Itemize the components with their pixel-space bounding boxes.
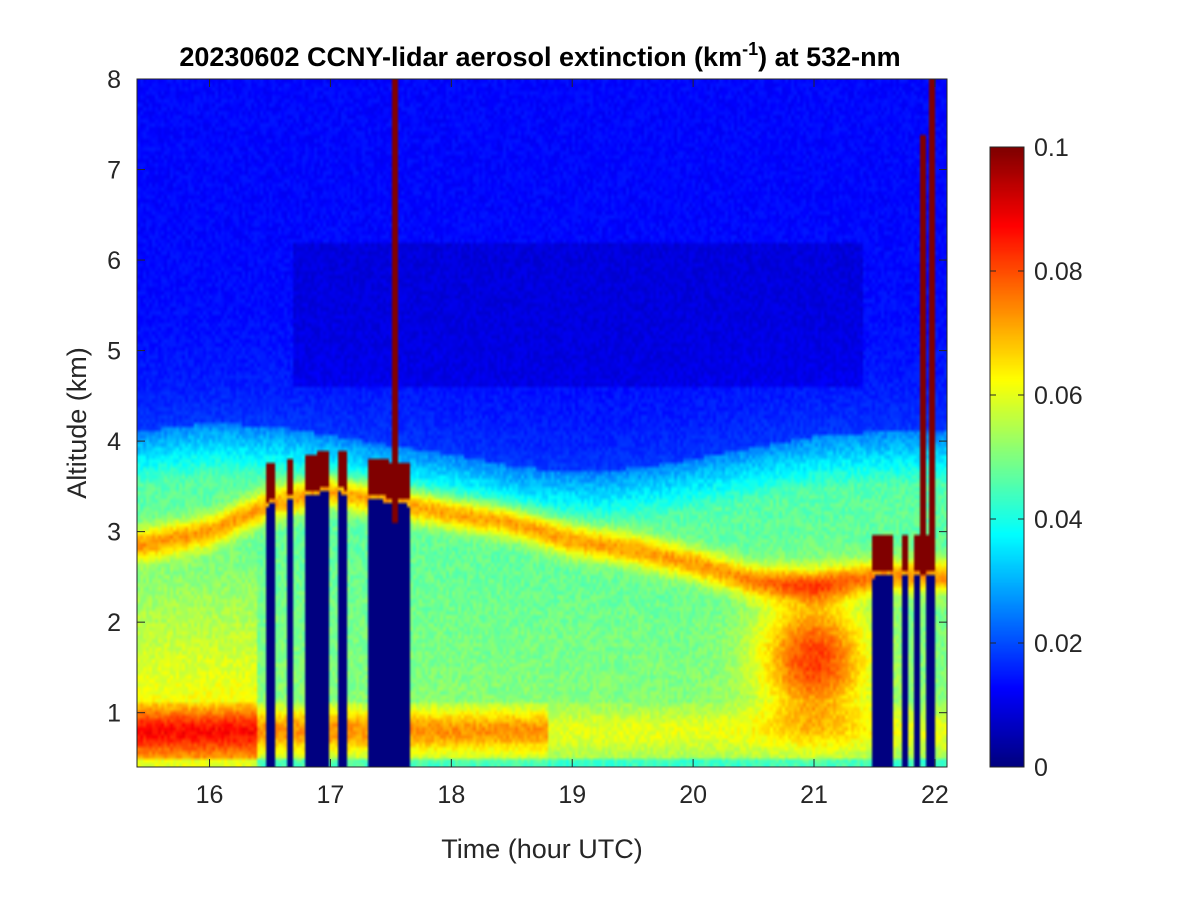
colorbar-tick-label: 0.1 [1034,134,1069,162]
y-tick-label: 1 [107,700,121,728]
x-tick-label: 21 [800,781,828,809]
colorbar-gradient [990,147,1024,767]
colorbar-tick-label: 0 [1034,754,1048,782]
y-tick-label: 5 [107,338,121,366]
chart-title: 20230602 CCNY-lidar aerosol extinction (… [179,39,900,72]
extinction-heatmap [137,79,947,767]
y-tick-label: 6 [107,247,121,275]
x-tick-label: 18 [437,781,465,809]
chart-title-main: 20230602 CCNY-lidar aerosol extinction (… [179,42,742,72]
plot-frame [136,78,948,768]
x-axis-label: Time (hour UTC) [441,834,643,864]
colorbar: 0 0.02 0.04 0.06 0.08 0.1 [989,134,1083,782]
x-tick-label: 16 [196,781,224,809]
y-tick-label: 7 [107,157,121,185]
heatmap-plot-area [136,78,948,768]
x-axis: 16 17 18 19 20 21 22 [196,79,949,809]
y-tick-label: 4 [107,428,121,456]
y-axis: 1 2 3 4 5 6 7 8 [107,66,947,728]
colorbar-ticks: 0 0.02 0.04 0.06 0.08 0.1 [990,134,1083,782]
chart-title-superscript: -1 [742,39,758,59]
y-tick-label: 2 [107,609,121,637]
chart-title-tail: ) at 532-nm [758,42,901,72]
colorbar-tick-label: 0.02 [1034,630,1083,658]
x-tick-label: 19 [558,781,586,809]
y-tick-label: 8 [107,66,121,94]
y-axis-label: Altitude (km) [62,347,92,499]
x-tick-label: 17 [317,781,345,809]
y-tick-label: 3 [107,519,121,547]
colorbar-tick-label: 0.04 [1034,506,1083,534]
x-tick-label: 22 [921,781,949,809]
colorbar-tick-label: 0.06 [1034,382,1083,410]
colorbar-frame [989,146,1025,768]
x-tick-label: 20 [679,781,707,809]
colorbar-tick-label: 0.08 [1034,258,1083,286]
